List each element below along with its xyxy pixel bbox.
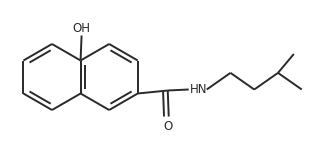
Text: O: O (163, 120, 172, 132)
Text: OH: OH (73, 21, 91, 34)
Text: HN: HN (190, 83, 208, 96)
